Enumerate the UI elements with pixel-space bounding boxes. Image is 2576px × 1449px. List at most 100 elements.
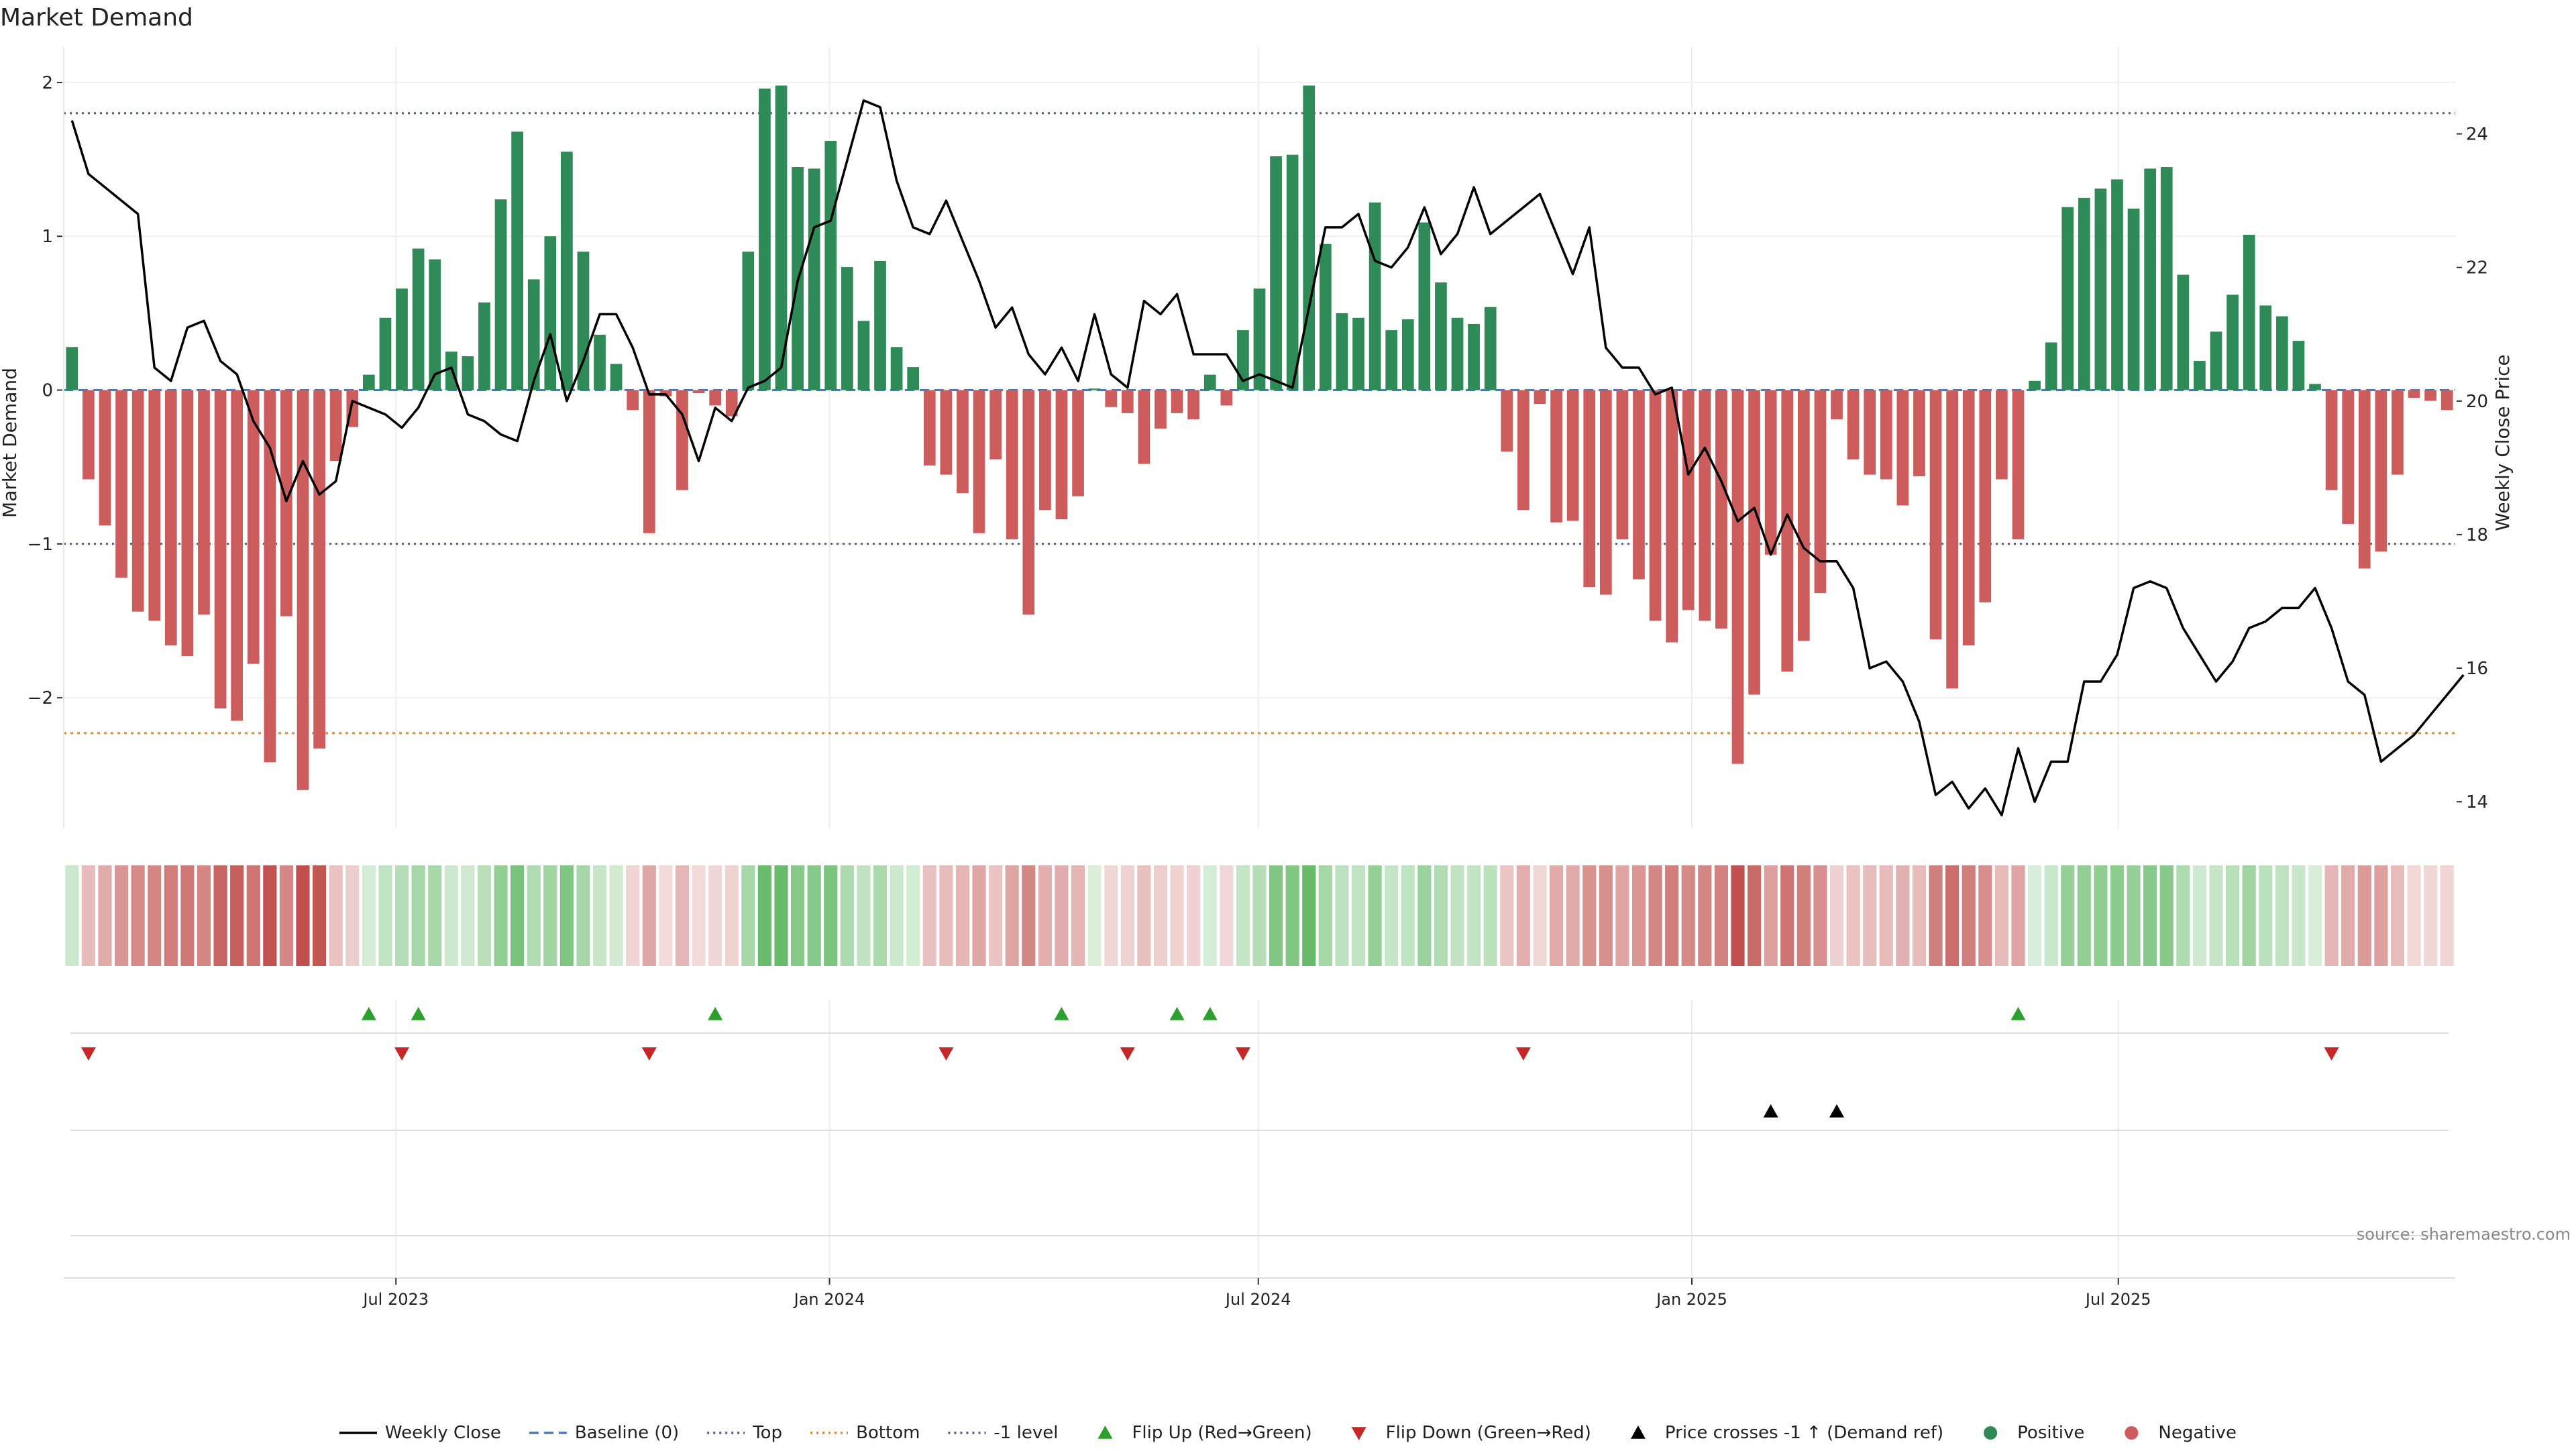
heat-cell bbox=[345, 865, 360, 966]
x-tick-label: Jul 2024 bbox=[1224, 1290, 1291, 1309]
demand-bar bbox=[1666, 390, 1678, 643]
y-tick-label: 1 bbox=[42, 227, 53, 247]
demand-bar bbox=[1962, 390, 1975, 646]
heat-cell bbox=[1055, 865, 1069, 966]
heat-cell bbox=[1665, 865, 1679, 966]
y-tick-label: −1 bbox=[28, 535, 53, 555]
flip-up-marker bbox=[1054, 1007, 1069, 1020]
y2-tick-label: 20 bbox=[2466, 392, 2488, 412]
x-tick-label: Jul 2023 bbox=[362, 1290, 429, 1309]
heat-cell bbox=[329, 865, 343, 966]
heat-cell bbox=[131, 865, 145, 966]
legend-item: Positive bbox=[1984, 1423, 2084, 1443]
demand-bar bbox=[2259, 305, 2272, 390]
legend-item: Top bbox=[707, 1423, 782, 1443]
heat-cell bbox=[1252, 865, 1267, 966]
heat-cell bbox=[559, 865, 574, 966]
heat-cell bbox=[444, 865, 458, 966]
heat-cell bbox=[724, 865, 739, 966]
legend: Weekly Close Baseline (0) Top Bottom -1 leve… bbox=[339, 1423, 2237, 1443]
source-note: source: sharemaestro.com bbox=[2357, 1225, 2571, 1244]
legend-label: Top bbox=[752, 1423, 782, 1443]
legend-item: Flip Up (Red→Green) bbox=[1097, 1423, 1312, 1443]
heat-cell bbox=[2357, 865, 2371, 966]
heat-cell bbox=[65, 865, 79, 966]
demand-bar bbox=[594, 334, 606, 390]
heat-cell bbox=[164, 865, 178, 966]
heat-cell bbox=[2192, 865, 2206, 966]
heat-cell bbox=[394, 865, 409, 966]
flip-down-marker bbox=[1120, 1047, 1135, 1061]
demand-bar bbox=[247, 390, 260, 664]
heat-cell bbox=[2292, 865, 2306, 966]
demand-bar bbox=[544, 236, 557, 390]
demand-bar bbox=[2045, 342, 2057, 390]
heat-cell bbox=[609, 865, 623, 966]
demand-bar bbox=[1352, 317, 1364, 390]
legend-item: Bottom bbox=[810, 1423, 920, 1443]
y-tick-label: 2 bbox=[42, 73, 53, 93]
demand-bar bbox=[1187, 390, 1200, 420]
demand-bar bbox=[2127, 208, 2140, 390]
demand-bar bbox=[2292, 341, 2305, 390]
heat-cell bbox=[279, 865, 293, 966]
x-tick-label: Jan 2025 bbox=[1655, 1290, 1727, 1309]
demand-bar bbox=[1731, 390, 1744, 764]
demand-bar bbox=[1566, 390, 1579, 521]
demand-bar bbox=[692, 390, 705, 394]
heat-cell bbox=[873, 865, 888, 966]
demand-bar bbox=[214, 390, 227, 709]
heat-cell bbox=[1615, 865, 1629, 966]
demand-bar bbox=[725, 390, 738, 417]
heat-cell bbox=[840, 865, 854, 966]
heat-cell bbox=[1896, 865, 1910, 966]
demand-bar bbox=[857, 321, 870, 390]
heat-cell bbox=[2341, 865, 2355, 966]
demand-bar bbox=[2342, 390, 2355, 524]
legend-item: Flip Down (Green→Red) bbox=[1351, 1423, 1591, 1443]
demand-bar bbox=[181, 390, 194, 657]
demand-bar bbox=[824, 141, 837, 390]
demand-bar bbox=[1715, 390, 1727, 629]
demand-bar bbox=[1105, 390, 1118, 407]
demand-bar bbox=[1220, 390, 1233, 406]
heat-cell bbox=[2407, 865, 2421, 966]
demand-bar bbox=[2375, 390, 2387, 552]
heat-cell bbox=[1912, 865, 1927, 966]
flip-up-marker bbox=[708, 1007, 723, 1020]
heat-cell bbox=[1599, 865, 1613, 966]
heat-cell bbox=[494, 865, 508, 966]
heat-cell bbox=[148, 865, 162, 966]
heat-cell bbox=[477, 865, 492, 966]
heat-cell bbox=[989, 865, 1003, 966]
heat-cell bbox=[592, 865, 607, 966]
heat-cell bbox=[1022, 865, 1036, 966]
heat-cell bbox=[1071, 865, 1085, 966]
heat-cell bbox=[1104, 865, 1118, 966]
heat-cell bbox=[1929, 865, 1943, 966]
heat-cell bbox=[1879, 865, 1893, 966]
demand-bar bbox=[973, 390, 985, 533]
y2-tick-label: 16 bbox=[2466, 659, 2488, 679]
heat-cell bbox=[1153, 865, 1168, 966]
demand-bar bbox=[1880, 390, 1892, 480]
heat-cell bbox=[2127, 865, 2141, 966]
demand-bar bbox=[2111, 179, 2123, 390]
demand-bar bbox=[2424, 390, 2436, 401]
heat-cell bbox=[2440, 865, 2454, 966]
heat-cell bbox=[2044, 865, 2058, 966]
flip-down-marker bbox=[1515, 1047, 1531, 1061]
flip-down-marker bbox=[2324, 1047, 2339, 1061]
demand-bar bbox=[329, 390, 342, 461]
legend-label: Bottom bbox=[856, 1423, 920, 1443]
demand-bar bbox=[1336, 313, 1348, 390]
heat-cell bbox=[81, 865, 95, 966]
heat-cell bbox=[543, 865, 557, 966]
demand-bar bbox=[841, 267, 853, 390]
legend-label: -1 level bbox=[994, 1423, 1058, 1443]
heat-cell bbox=[313, 865, 327, 966]
heat-cell bbox=[98, 865, 112, 966]
y2-axis-label: Weekly Close Price bbox=[2491, 354, 2514, 531]
heat-cell bbox=[1269, 865, 1283, 966]
heat-cell bbox=[1681, 865, 1695, 966]
